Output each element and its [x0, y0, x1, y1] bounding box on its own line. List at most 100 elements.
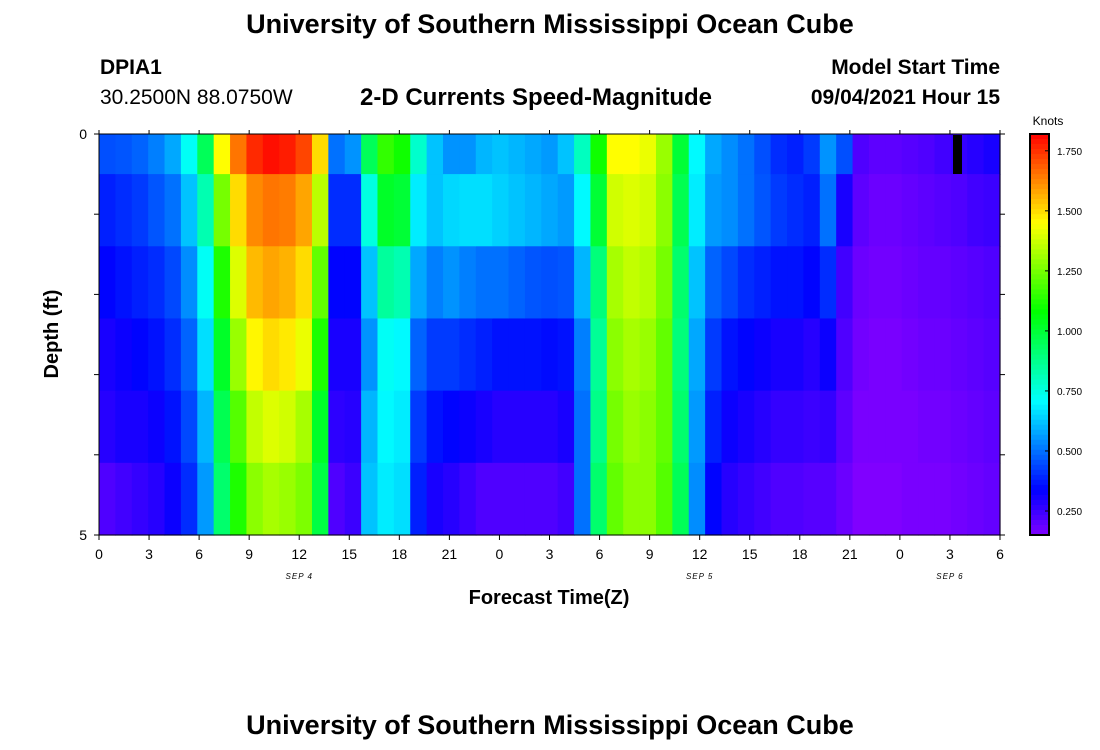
heatmap-cell	[361, 246, 379, 320]
heatmap-cell	[688, 318, 706, 392]
heatmap-cell	[197, 134, 215, 175]
colorbar: Knots 0.250 0.500 0.750 1.000 1.250 1.500 1.75…	[1029, 114, 1082, 536]
heatmap-cell	[344, 318, 362, 392]
colorbar-tick-label: 1.750	[1057, 147, 1082, 158]
station-id: DPIA1	[100, 56, 162, 79]
colorbar-segment	[1030, 219, 1049, 225]
heatmap-cell	[967, 390, 985, 464]
heatmap-cell	[688, 462, 706, 536]
colorbar-segment	[1030, 339, 1049, 346]
colorbar-segment	[1030, 244, 1049, 250]
heatmap-cell	[148, 318, 166, 392]
heatmap-cell	[672, 462, 690, 536]
heatmap-cell	[377, 462, 395, 536]
heatmap-cell	[852, 174, 870, 247]
colorbar-segment	[1030, 139, 1049, 145]
x-tick-label: 6	[996, 546, 1004, 562]
heatmap-cell	[885, 246, 903, 320]
colorbar-tick-label: 1.250	[1057, 267, 1082, 278]
missing-data-marker	[953, 135, 962, 174]
heatmap-cell	[967, 246, 985, 320]
colorbar-segment	[1030, 289, 1049, 295]
heatmap-cell	[197, 318, 215, 392]
heatmap-cell	[705, 390, 723, 464]
heatmap-cell	[475, 390, 493, 464]
heatmap-cell	[443, 390, 460, 464]
heatmap-cell	[688, 246, 706, 320]
heatmap-cell	[279, 246, 297, 320]
colorbar-segment	[1030, 369, 1049, 376]
heatmap-cell	[295, 246, 313, 320]
heatmap-cell	[868, 318, 886, 392]
heatmap-cell	[295, 390, 313, 464]
colorbar-segment	[1030, 229, 1049, 235]
heatmap-cell	[950, 174, 968, 247]
heatmap-cell	[885, 390, 903, 464]
y-tick-label: 0	[79, 126, 87, 142]
heatmap-cell	[361, 174, 379, 247]
heatmap-cell	[492, 246, 510, 320]
heatmap-cell	[623, 174, 641, 247]
heatmap-cell	[115, 318, 133, 392]
x-tick-label: 6	[195, 546, 203, 562]
heatmap-cell	[934, 246, 952, 320]
heatmap-cell	[180, 134, 198, 175]
heatmap-cell	[803, 174, 821, 247]
heatmap-cell	[770, 318, 788, 392]
colorbar-segment	[1030, 409, 1049, 416]
heatmap-cell	[131, 390, 149, 464]
model-start-value: 09/04/2021 Hour 15	[810, 86, 1000, 109]
heatmap-cell	[967, 174, 985, 247]
heatmap-cell	[164, 318, 182, 392]
heatmap-cell	[737, 134, 755, 175]
colorbar-segment	[1030, 304, 1049, 311]
heatmap-cell	[901, 134, 919, 175]
colorbar-tick-label: 1.500	[1057, 207, 1082, 218]
colorbar-segment	[1030, 469, 1049, 476]
heatmap-cell	[459, 390, 477, 464]
heatmap-cell	[262, 318, 280, 392]
heatmap-cell	[737, 174, 755, 247]
colorbar-segment	[1030, 424, 1049, 431]
heatmap-cell	[705, 246, 723, 320]
date-label: SEP 5	[686, 572, 713, 581]
heatmap-cell	[459, 174, 477, 247]
y-tick-label: 5	[79, 527, 87, 543]
heatmap-cell	[230, 174, 248, 247]
date-label: SEP 6	[936, 572, 963, 581]
colorbar-segment	[1030, 134, 1049, 140]
heatmap-cell	[344, 174, 362, 247]
heatmap-cell	[721, 318, 739, 392]
heatmap-cell	[344, 462, 362, 536]
heatmap-cell	[393, 462, 411, 536]
heatmap-cell	[295, 318, 313, 392]
heatmap-cell	[246, 462, 264, 536]
colorbar-segment	[1030, 269, 1049, 275]
heatmap-cell	[574, 134, 592, 175]
colorbar-segment	[1030, 249, 1049, 255]
heatmap-cell	[901, 390, 919, 464]
heatmap-cell	[393, 246, 411, 320]
heatmap-cell	[590, 246, 608, 320]
colorbar-tick-label: 0.500	[1057, 447, 1082, 458]
heatmap-cell	[590, 390, 608, 464]
heatmap-cell	[197, 174, 215, 247]
colorbar-segment	[1030, 259, 1049, 265]
heatmap-cell	[950, 462, 968, 536]
heatmap-cell	[311, 134, 329, 175]
heatmap-cell	[426, 318, 444, 392]
heatmap-cell	[131, 174, 149, 247]
heatmap-cell	[639, 246, 657, 320]
heatmap-cell	[852, 318, 870, 392]
colorbar-segment	[1030, 359, 1049, 366]
colorbar-segment	[1030, 344, 1049, 351]
heatmap-cell	[852, 246, 870, 320]
heatmap-cell	[590, 174, 608, 247]
heatmap-cell	[885, 174, 903, 247]
colorbar-segment	[1030, 204, 1049, 210]
heatmap-cell	[279, 134, 297, 175]
heatmap-cell	[262, 390, 280, 464]
heatmap-cell	[623, 246, 641, 320]
heatmap-cell	[967, 134, 985, 175]
